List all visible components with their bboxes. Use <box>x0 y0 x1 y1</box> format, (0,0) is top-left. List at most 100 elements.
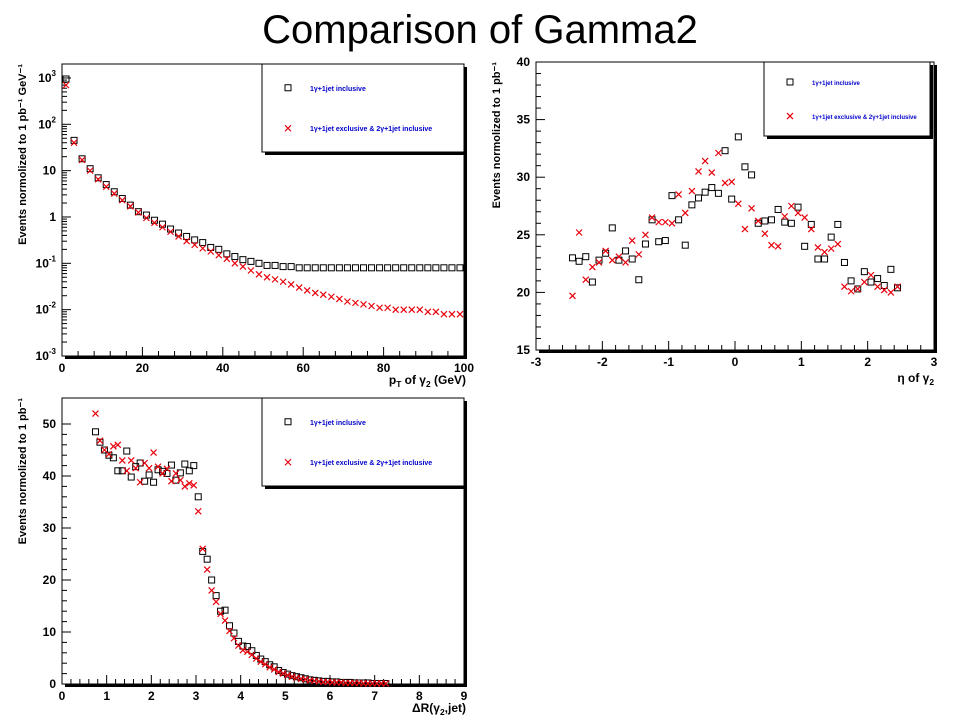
legend-cross-marker <box>284 458 292 466</box>
cross-marker <box>102 183 110 191</box>
square-marker <box>368 264 376 272</box>
cross-marker <box>327 293 335 301</box>
square-marker <box>432 264 440 272</box>
square-marker <box>110 188 118 196</box>
cross-marker <box>118 456 126 464</box>
cross-marker <box>834 240 842 248</box>
cross-marker <box>96 437 104 445</box>
cross-marker <box>230 634 238 642</box>
cross-marker <box>894 283 901 291</box>
square-marker <box>400 264 408 272</box>
square-marker <box>854 285 862 293</box>
cross-marker <box>416 306 424 314</box>
square-marker <box>208 576 216 584</box>
cross-marker <box>172 469 180 477</box>
square-marker <box>734 133 742 141</box>
cross-marker <box>266 663 274 671</box>
square-marker <box>655 238 663 246</box>
square-marker <box>741 163 749 171</box>
legend-cross-marker <box>786 112 794 120</box>
cross-marker <box>748 204 756 212</box>
cross-marker <box>794 209 802 217</box>
delta-r-chart: 0 1 2 3 4 5 6 7 8 9 0 10 20 30 40 50 Events normolized t… <box>17 397 468 717</box>
cross-marker <box>86 167 94 175</box>
y-tick-label: 30 <box>43 521 57 535</box>
cross-marker <box>595 259 603 266</box>
x-axis-label: ΔR(γ2​,jet) <box>412 701 466 717</box>
square-marker <box>159 467 166 475</box>
square-marker <box>608 224 616 232</box>
square-marker <box>343 264 351 272</box>
square-marker <box>748 171 756 179</box>
x-axis-label: pT​ of γ2​ (GeV) <box>389 373 466 389</box>
square-marker <box>303 264 311 272</box>
cross-marker <box>295 284 303 291</box>
square-marker <box>368 679 376 687</box>
legend-label: 1γ+1jet exclusive & 2γ+1jet inclusive <box>310 126 432 133</box>
square-marker <box>807 220 815 228</box>
y-tick-label: 15 <box>517 343 531 357</box>
square-marker <box>234 637 242 645</box>
y-tick-label: 103 <box>38 69 56 85</box>
x-tick-label: 1 <box>103 689 110 703</box>
square-marker <box>327 264 335 272</box>
square-marker <box>284 670 292 678</box>
y-tick-label: 50 <box>43 417 57 431</box>
cross-marker <box>270 666 278 673</box>
cross-marker <box>243 648 251 656</box>
cross-marker <box>768 241 775 249</box>
y-tick-label: 30 <box>517 170 531 184</box>
cross-marker <box>335 295 343 303</box>
square-marker <box>279 263 287 271</box>
y-axis-label: Events normolized to 1 pb⁻¹ <box>491 62 503 209</box>
cross-marker <box>215 251 223 259</box>
x-tick-label: 6 <box>327 689 334 703</box>
cross-marker <box>368 302 375 310</box>
cross-marker <box>635 250 643 258</box>
square-marker <box>92 428 99 436</box>
cross-marker <box>424 308 432 316</box>
square-marker <box>377 679 385 687</box>
legend-label: 1γ+1jet inclusive <box>310 420 366 427</box>
cross-marker <box>695 168 702 175</box>
square-marker <box>207 243 215 251</box>
cross-marker <box>221 617 229 624</box>
square-marker <box>333 678 341 686</box>
square-marker <box>226 622 233 630</box>
y-tick-label: 102 <box>38 115 56 131</box>
square-marker <box>94 174 102 182</box>
square-marker <box>328 678 336 686</box>
square-marker <box>675 216 683 224</box>
cross-marker <box>714 149 722 157</box>
y-axis-label: Events normolized to 1 pb⁻¹ GeV⁻¹ <box>17 64 29 245</box>
cross-marker <box>384 304 392 312</box>
square-marker <box>136 459 144 467</box>
cross-marker <box>781 212 789 220</box>
x-tick-label: 80 <box>377 361 391 375</box>
square-marker <box>342 678 350 686</box>
square-marker <box>701 188 709 196</box>
cross-marker <box>814 244 822 251</box>
square-marker <box>337 678 345 686</box>
cross-marker <box>226 627 233 635</box>
cross-marker <box>175 233 183 240</box>
square-marker <box>628 255 636 263</box>
x-axis-label: η of γ2​ <box>897 371 934 387</box>
legend-label: 1γ+1jet exclusive & 2γ+1jet inclusive <box>310 460 432 467</box>
square-marker <box>223 250 231 258</box>
square-marker <box>127 473 135 481</box>
square-marker <box>688 201 696 209</box>
cross-marker <box>874 283 882 291</box>
square-marker <box>448 264 456 272</box>
cross-marker <box>151 219 158 227</box>
cross-marker <box>279 670 287 678</box>
x-tick-label: 20 <box>136 361 150 375</box>
y-tick-label: 35 <box>517 113 531 127</box>
square-marker <box>176 469 184 477</box>
y-tick-label: 40 <box>517 55 531 69</box>
legend-cross-marker <box>284 124 292 132</box>
square-marker <box>416 264 424 272</box>
cross-marker <box>648 214 656 221</box>
cross-marker <box>199 244 207 252</box>
cross-marker <box>854 285 862 293</box>
